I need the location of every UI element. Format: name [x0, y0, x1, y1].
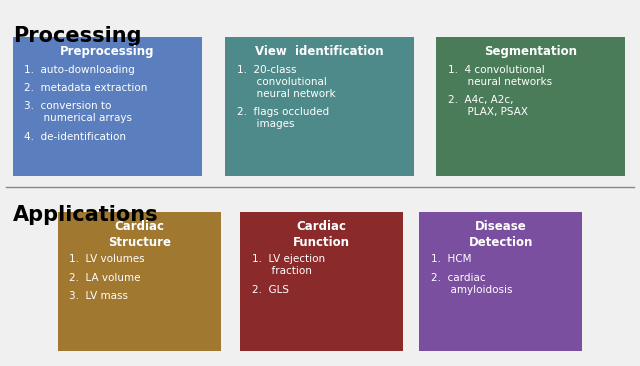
Text: 2.  A4c, A2c,
      PLAX, PSAX: 2. A4c, A2c, PLAX, PSAX — [448, 95, 528, 117]
Text: 3.  conversion to
      numerical arrays: 3. conversion to numerical arrays — [24, 101, 132, 123]
FancyBboxPatch shape — [436, 37, 625, 176]
Text: View  identification: View identification — [255, 45, 384, 58]
Text: 1.  4 convolutional
      neural networks: 1. 4 convolutional neural networks — [448, 65, 552, 87]
Text: Cardiac
Function: Cardiac Function — [293, 220, 350, 249]
Text: 2.  cardiac
      amyloidosis: 2. cardiac amyloidosis — [431, 273, 512, 295]
Text: Cardiac
Structure: Cardiac Structure — [108, 220, 171, 249]
Text: 3.  LV mass: 3. LV mass — [69, 291, 128, 301]
FancyBboxPatch shape — [419, 212, 582, 351]
Text: 1.  auto-downloading: 1. auto-downloading — [24, 65, 135, 75]
FancyBboxPatch shape — [225, 37, 414, 176]
Text: Segmentation: Segmentation — [484, 45, 577, 58]
FancyBboxPatch shape — [13, 37, 202, 176]
Text: Applications: Applications — [13, 205, 159, 225]
Text: 1.  LV ejection
      fraction: 1. LV ejection fraction — [252, 254, 324, 276]
Text: Processing: Processing — [13, 26, 141, 46]
Text: 2.  LA volume: 2. LA volume — [69, 273, 141, 283]
Text: 2.  GLS: 2. GLS — [252, 285, 289, 295]
Text: 1.  LV volumes: 1. LV volumes — [69, 254, 145, 264]
Text: 4.  de-identification: 4. de-identification — [24, 132, 126, 142]
Text: 1.  HCM: 1. HCM — [431, 254, 471, 264]
Text: 1.  20-class
      convolutional
      neural network: 1. 20-class convolutional neural network — [237, 65, 335, 99]
Text: Disease
Detection: Disease Detection — [468, 220, 533, 249]
Text: 2.  metadata extraction: 2. metadata extraction — [24, 83, 148, 93]
FancyBboxPatch shape — [58, 212, 221, 351]
Text: Preprocessing: Preprocessing — [60, 45, 154, 58]
FancyBboxPatch shape — [240, 212, 403, 351]
Text: 2.  flags occluded
      images: 2. flags occluded images — [237, 107, 329, 129]
